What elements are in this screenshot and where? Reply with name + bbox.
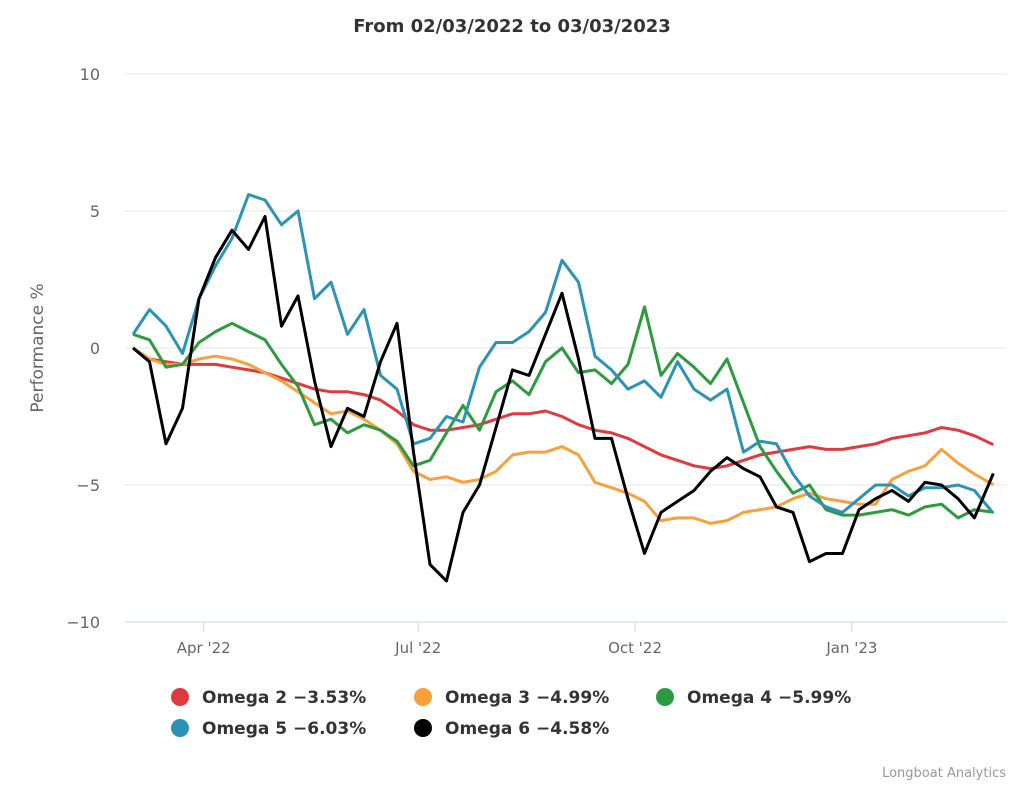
legend-label: Omega 4 −5.99% (687, 688, 851, 708)
chart-title: From 02/03/2022 to 03/03/2023 (353, 16, 671, 37)
legend-label: Omega 3 −4.99% (445, 688, 609, 708)
legend-item[interactable]: Omega 5 −6.03% (171, 719, 366, 739)
legend-marker-icon (656, 688, 674, 706)
legend-label: Omega 5 −6.03% (202, 719, 366, 739)
grid-lines (125, 73, 1007, 486)
legend-marker-icon (414, 719, 432, 737)
series-line-omega-2[interactable] (132, 346, 994, 471)
legend: Omega 2 −3.53% Omega 3 −4.99% Omega 4 −5.9… (171, 688, 851, 739)
legend-marker-icon (171, 688, 189, 706)
series-line-omega-6[interactable] (132, 215, 995, 583)
legend-label: Omega 6 −4.58% (445, 719, 609, 739)
y-tick-label: −5 (76, 476, 100, 495)
legend-label: Omega 2 −3.53% (202, 688, 366, 708)
series-line-omega-4[interactable] (132, 305, 994, 520)
legend-item[interactable]: Omega 6 −4.58% (414, 719, 609, 739)
y-tick-label: −10 (66, 613, 100, 632)
y-tick-label: 0 (90, 339, 100, 358)
y-tick-label: 5 (90, 202, 100, 221)
legend-marker-icon (171, 719, 189, 737)
x-tick-label: Jul '22 (394, 639, 441, 657)
credits-link[interactable]: Longboat Analytics (882, 766, 1006, 781)
x-tick-label: Apr '22 (177, 639, 231, 657)
x-axis-ticks: Apr '22 Jul '22 Oct '22 Jan '23 (177, 622, 877, 657)
legend-item[interactable]: Omega 3 −4.99% (414, 688, 609, 708)
series-line-omega-5[interactable] (131, 193, 995, 515)
legend-item[interactable]: Omega 4 −5.99% (656, 688, 851, 708)
legend-marker-icon (414, 688, 432, 706)
legend-item[interactable]: Omega 2 −3.53% (171, 688, 366, 708)
series-lines (131, 193, 995, 583)
series-line-omega-3[interactable] (132, 346, 995, 525)
y-axis-ticks: 10 5 0 −5 −10 (66, 65, 100, 632)
x-tick-label: Oct '22 (608, 639, 662, 657)
y-tick-label: 10 (80, 65, 100, 84)
x-tick-label: Jan '23 (825, 639, 877, 657)
y-axis-title: Performance % (28, 283, 48, 412)
